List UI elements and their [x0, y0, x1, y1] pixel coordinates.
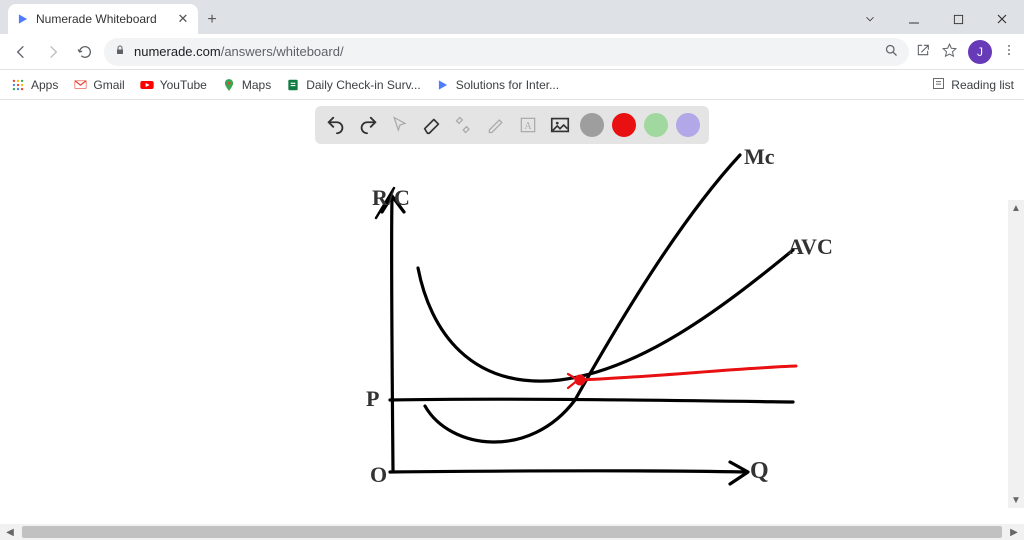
x-axis-label: Q [750, 458, 769, 485]
tab-close-icon[interactable]: ✕ [176, 12, 190, 26]
search-in-page-icon[interactable] [884, 43, 899, 61]
numerade-icon [435, 77, 451, 93]
gmail-shortcut[interactable]: Gmail [72, 77, 124, 93]
y-axis-label: R/C [372, 185, 410, 211]
forms-icon [285, 77, 301, 93]
origin-label: O [370, 462, 387, 488]
scroll-left-icon[interactable]: ◀ [2, 524, 18, 540]
scroll-right-icon[interactable]: ▶ [1006, 524, 1022, 540]
chevron-down-icon[interactable] [848, 4, 892, 34]
gmail-icon [72, 77, 88, 93]
bookmark-label: Maps [242, 78, 271, 92]
window-close-icon[interactable] [980, 4, 1024, 34]
reading-list-button[interactable]: Reading list [931, 76, 1014, 94]
scroll-up-icon[interactable]: ▲ [1008, 200, 1024, 216]
share-icon[interactable] [915, 42, 931, 61]
tab-title: Numerade Whiteboard [36, 12, 170, 26]
scrollbar-thumb[interactable] [22, 526, 1002, 538]
reload-button[interactable] [72, 39, 98, 65]
youtube-icon [139, 77, 155, 93]
bookmarks-bar: Apps Gmail YouTube Maps Daily Check-in S… [0, 70, 1024, 100]
bookmark-label: Gmail [93, 78, 124, 92]
profile-avatar[interactable]: J [968, 40, 992, 64]
window-controls [848, 4, 1024, 34]
toolbar-right: J [915, 40, 1016, 64]
address-bar[interactable]: numerade.com/answers/whiteboard/ [104, 38, 909, 66]
bookmark-label: YouTube [160, 78, 207, 92]
browser-toolbar: numerade.com/answers/whiteboard/ J [0, 34, 1024, 70]
maps-shortcut[interactable]: Maps [221, 77, 271, 93]
solutions-shortcut[interactable]: Solutions for Inter... [435, 77, 559, 93]
whiteboard-canvas[interactable] [0, 100, 1024, 524]
daily-checkin-shortcut[interactable]: Daily Check-in Surv... [285, 77, 420, 93]
reading-list-icon [931, 76, 946, 94]
numerade-favicon-icon [16, 12, 30, 26]
vertical-scrollbar[interactable]: ▲ ▼ [1008, 200, 1024, 508]
back-button[interactable] [8, 39, 34, 65]
lock-icon [114, 44, 126, 59]
browser-tab[interactable]: Numerade Whiteboard ✕ [8, 4, 198, 34]
price-label: P [366, 386, 379, 412]
new-tab-button[interactable]: + [198, 6, 226, 34]
youtube-shortcut[interactable]: YouTube [139, 77, 207, 93]
maps-icon [221, 77, 237, 93]
apps-grid-icon [10, 77, 26, 93]
page-content: A [0, 100, 1024, 524]
bookmark-label: Apps [31, 78, 58, 92]
kebab-menu-icon[interactable] [1002, 43, 1016, 60]
bookmark-star-icon[interactable] [941, 42, 958, 62]
window-maximize-icon[interactable] [936, 4, 980, 34]
bookmark-label: Daily Check-in Surv... [306, 78, 420, 92]
avc-label: AVC [788, 234, 833, 260]
reading-list-label: Reading list [951, 78, 1014, 92]
window-minimize-icon[interactable] [892, 4, 936, 34]
avatar-letter: J [977, 45, 983, 59]
apps-shortcut[interactable]: Apps [10, 77, 58, 93]
forward-button[interactable] [40, 39, 66, 65]
mc-label: Mc [744, 144, 775, 170]
browser-titlebar: Numerade Whiteboard ✕ + [0, 0, 1024, 34]
bookmark-label: Solutions for Inter... [456, 78, 559, 92]
url-text: numerade.com/answers/whiteboard/ [134, 44, 876, 59]
scroll-down-icon[interactable]: ▼ [1008, 492, 1024, 508]
horizontal-scrollbar[interactable]: ◀ ▶ [0, 524, 1024, 540]
